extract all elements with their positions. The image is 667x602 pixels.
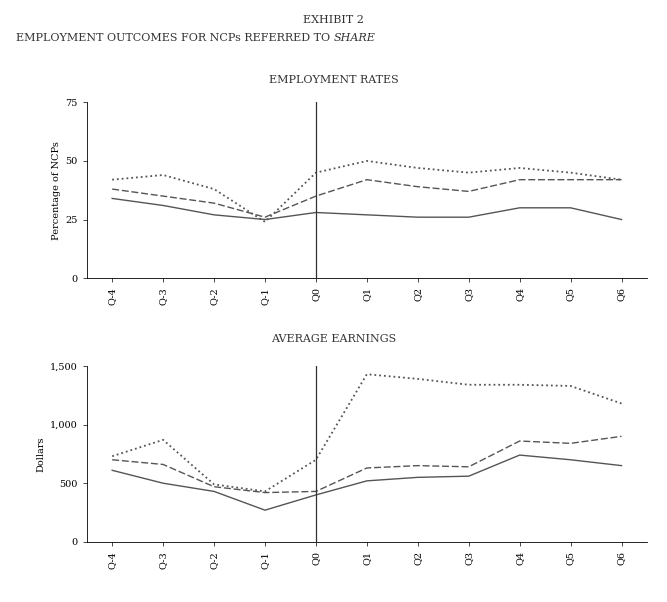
- Text: EMPLOYMENT RATES: EMPLOYMENT RATES: [269, 75, 398, 85]
- Y-axis label: Dollars: Dollars: [37, 436, 46, 471]
- Text: AVERAGE EARNINGS: AVERAGE EARNINGS: [271, 334, 396, 344]
- Text: SHARE: SHARE: [334, 33, 376, 43]
- Text: EMPLOYMENT OUTCOMES FOR NCPs REFERRED TO: EMPLOYMENT OUTCOMES FOR NCPs REFERRED TO: [16, 33, 333, 43]
- Text: EXHIBIT 2: EXHIBIT 2: [303, 15, 364, 25]
- Y-axis label: Percentage of NCPs: Percentage of NCPs: [52, 141, 61, 240]
